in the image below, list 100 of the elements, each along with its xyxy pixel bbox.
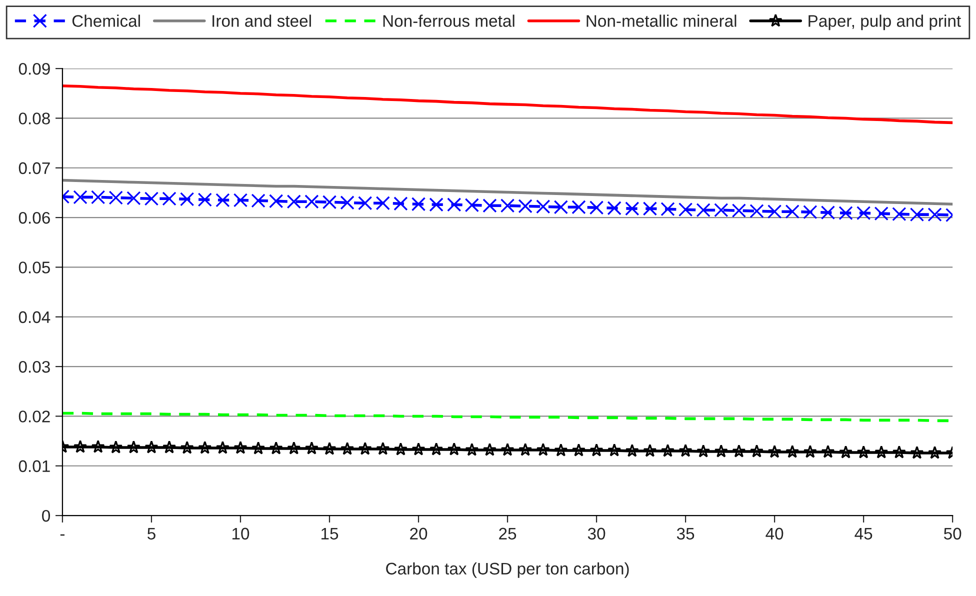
point: [376, 442, 390, 455]
point: [358, 442, 372, 455]
y-tick-label: 0.06: [18, 212, 50, 224]
point: [126, 191, 141, 206]
point: [607, 201, 622, 216]
point: [536, 200, 550, 214]
x-tick-label: 50: [944, 528, 962, 540]
point: [216, 193, 230, 208]
point: [786, 444, 800, 458]
point: [376, 196, 390, 210]
point: [856, 445, 870, 458]
point: [162, 440, 176, 454]
point: [820, 205, 836, 220]
point: [838, 445, 853, 458]
point: [429, 198, 444, 212]
point: [572, 443, 586, 456]
point: [198, 192, 212, 207]
x-tick-label: 40: [766, 528, 784, 540]
point: [572, 200, 586, 214]
point: [750, 444, 764, 458]
line-series: [62, 84, 953, 124]
point: [928, 207, 942, 222]
point: [394, 442, 408, 456]
point: [732, 444, 746, 458]
point: [90, 190, 106, 204]
point: [768, 444, 782, 458]
point: [928, 446, 942, 459]
point: [91, 440, 105, 453]
point: [322, 195, 337, 210]
point: [464, 198, 479, 212]
point: [304, 194, 319, 209]
point: [252, 441, 266, 454]
point: [696, 203, 710, 218]
point: [340, 442, 354, 455]
point: [910, 207, 924, 222]
x-tick-label: 10: [232, 528, 250, 540]
point: [518, 199, 532, 214]
x-tick-label: -: [60, 534, 64, 536]
point: [126, 440, 140, 454]
y-tick-label: 0.03: [18, 360, 50, 373]
point: [500, 198, 515, 213]
point: [785, 204, 800, 219]
point: [286, 194, 301, 209]
point: [144, 440, 158, 454]
point: [536, 442, 550, 456]
point: [144, 192, 159, 206]
point: [287, 441, 301, 454]
legend-label: Paper, pulp and print: [808, 14, 961, 30]
point: [660, 202, 675, 216]
x-axis-title: Carbon tax (USD per ton carbon): [386, 562, 629, 578]
x-tick-label: 30: [588, 528, 606, 540]
point: [767, 204, 782, 219]
point: [304, 441, 318, 454]
point: [482, 442, 496, 456]
y-tick-label: 0.07: [18, 162, 50, 174]
point: [234, 440, 248, 454]
point: [216, 440, 230, 454]
point: [642, 202, 658, 216]
y-tick-label: 0.08: [18, 112, 50, 124]
point: [447, 198, 462, 212]
point: [430, 442, 444, 456]
point: [269, 194, 284, 208]
x-tick-label: 25: [499, 528, 516, 540]
x-tick-label: 45: [854, 528, 872, 540]
point: [608, 443, 622, 456]
x-tick-label: 35: [676, 528, 694, 540]
line-series: [62, 178, 953, 206]
x-tick-label: 20: [410, 528, 428, 540]
point: [856, 206, 871, 220]
point: [625, 444, 639, 457]
point: [269, 441, 283, 454]
point: [660, 444, 675, 457]
point: [874, 445, 888, 458]
legend-label: Iron and steel: [212, 14, 311, 27]
point: [340, 196, 354, 210]
point: [447, 442, 461, 456]
y-tick-label: 0.09: [18, 62, 50, 75]
point: [500, 442, 514, 456]
point: [554, 443, 568, 456]
point: [892, 445, 906, 458]
point: [411, 197, 426, 212]
point: [518, 442, 532, 456]
point: [803, 444, 817, 458]
point: [162, 192, 176, 206]
y-tick-label: 0.04: [18, 311, 50, 324]
legend-label: Non-metallic mineral: [586, 14, 736, 27]
y-tick-label: 0: [42, 510, 50, 522]
point: [251, 194, 266, 208]
point: [465, 442, 479, 456]
point: [803, 204, 818, 220]
point: [180, 440, 194, 454]
y-tick-label: 0.02: [18, 410, 50, 422]
legend-label: Chemical: [72, 14, 140, 27]
point: [821, 444, 835, 458]
point: [625, 202, 640, 216]
point: [412, 442, 426, 456]
point: [874, 206, 888, 221]
y-tick-label: 0.05: [18, 262, 50, 274]
point: [198, 440, 212, 454]
point: [714, 203, 728, 218]
